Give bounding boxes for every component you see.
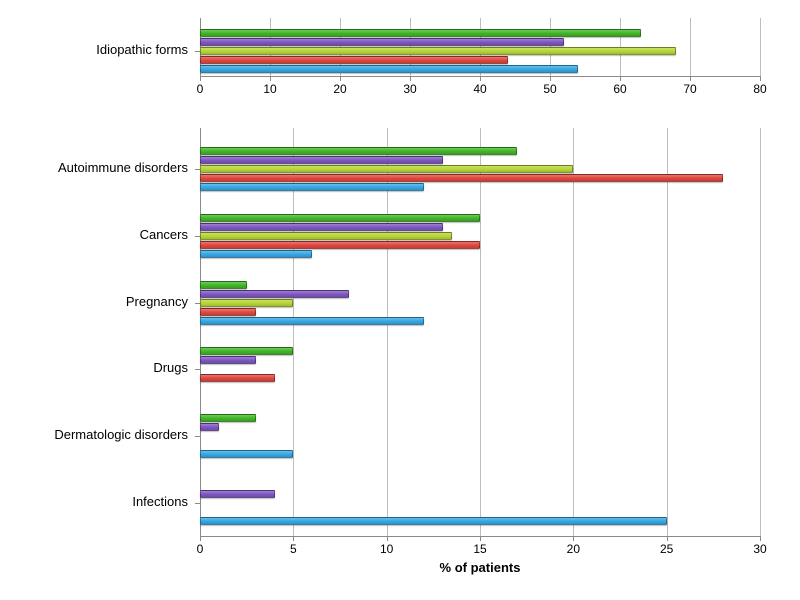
- category-label: Cancers: [8, 227, 188, 242]
- x-tick-label: 70: [683, 82, 696, 96]
- bar: [200, 374, 275, 382]
- x-tick: [387, 536, 388, 541]
- bar: [200, 156, 443, 164]
- x-tick: [760, 76, 761, 81]
- gridline: [760, 128, 761, 536]
- y-tick: [195, 503, 200, 504]
- x-tick-label: 0: [197, 542, 204, 556]
- x-tick-label: 5: [290, 542, 297, 556]
- bar: [200, 183, 424, 191]
- x-tick: [480, 76, 481, 81]
- bar: [200, 147, 517, 155]
- x-tick: [410, 76, 411, 81]
- x-axis-label: % of patients: [200, 560, 760, 575]
- x-tick-label: 80: [753, 82, 766, 96]
- x-tick: [340, 76, 341, 81]
- x-tick: [270, 76, 271, 81]
- bar: [200, 450, 293, 458]
- x-tick-label: 0: [197, 82, 204, 96]
- x-tick: [573, 536, 574, 541]
- bar: [200, 56, 508, 64]
- bar: [200, 517, 667, 525]
- x-tick: [480, 536, 481, 541]
- bar: [200, 47, 676, 55]
- category-label: Dermatologic disorders: [8, 427, 188, 442]
- x-tick-label: 50: [543, 82, 556, 96]
- x-tick: [620, 76, 621, 81]
- bar: [200, 174, 723, 182]
- category-label: Infections: [8, 494, 188, 509]
- gridline: [760, 18, 761, 76]
- bar: [200, 414, 256, 422]
- x-tick-label: 25: [660, 542, 673, 556]
- x-tick-label: 40: [473, 82, 486, 96]
- bar: [200, 232, 452, 240]
- bar: [200, 290, 349, 298]
- gridline: [690, 18, 691, 76]
- bar: [200, 490, 275, 498]
- x-tick-label: 30: [753, 542, 766, 556]
- bar: [200, 299, 293, 307]
- x-tick: [690, 76, 691, 81]
- x-tick-label: 10: [380, 542, 393, 556]
- bar: [200, 356, 256, 364]
- chart: 0 10 20 30 40 50 60 70 80 Idiopathic forms 0 5 10 15 2…: [0, 0, 800, 600]
- bar: [200, 281, 247, 289]
- category-label: Drugs: [8, 360, 188, 375]
- x-tick-label: 20: [567, 542, 580, 556]
- x-tick: [293, 536, 294, 541]
- bar: [200, 241, 480, 249]
- bar: [200, 165, 573, 173]
- category-label: Idiopathic forms: [8, 42, 188, 57]
- x-tick: [200, 76, 201, 81]
- x-tick-label: 15: [473, 542, 486, 556]
- bar: [200, 38, 564, 46]
- x-tick-label: 20: [333, 82, 346, 96]
- gridline: [667, 128, 668, 536]
- y-tick: [195, 369, 200, 370]
- bar: [200, 317, 424, 325]
- x-tick: [760, 536, 761, 541]
- x-tick: [200, 536, 201, 541]
- x-tick: [667, 536, 668, 541]
- x-tick-label: 30: [403, 82, 416, 96]
- bar: [200, 29, 641, 37]
- category-label: Pregnancy: [8, 294, 188, 309]
- bar: [200, 223, 443, 231]
- bar: [200, 308, 256, 316]
- bar: [200, 347, 293, 355]
- x-tick-label: 60: [613, 82, 626, 96]
- bar: [200, 250, 312, 258]
- bar: [200, 214, 480, 222]
- y-tick: [195, 436, 200, 437]
- x-tick-label: 10: [263, 82, 276, 96]
- x-tick: [550, 76, 551, 81]
- bar: [200, 65, 578, 73]
- gridline: [480, 128, 481, 536]
- category-label: Autoimmune disorders: [8, 160, 188, 175]
- bar: [200, 423, 219, 431]
- gridline: [573, 128, 574, 536]
